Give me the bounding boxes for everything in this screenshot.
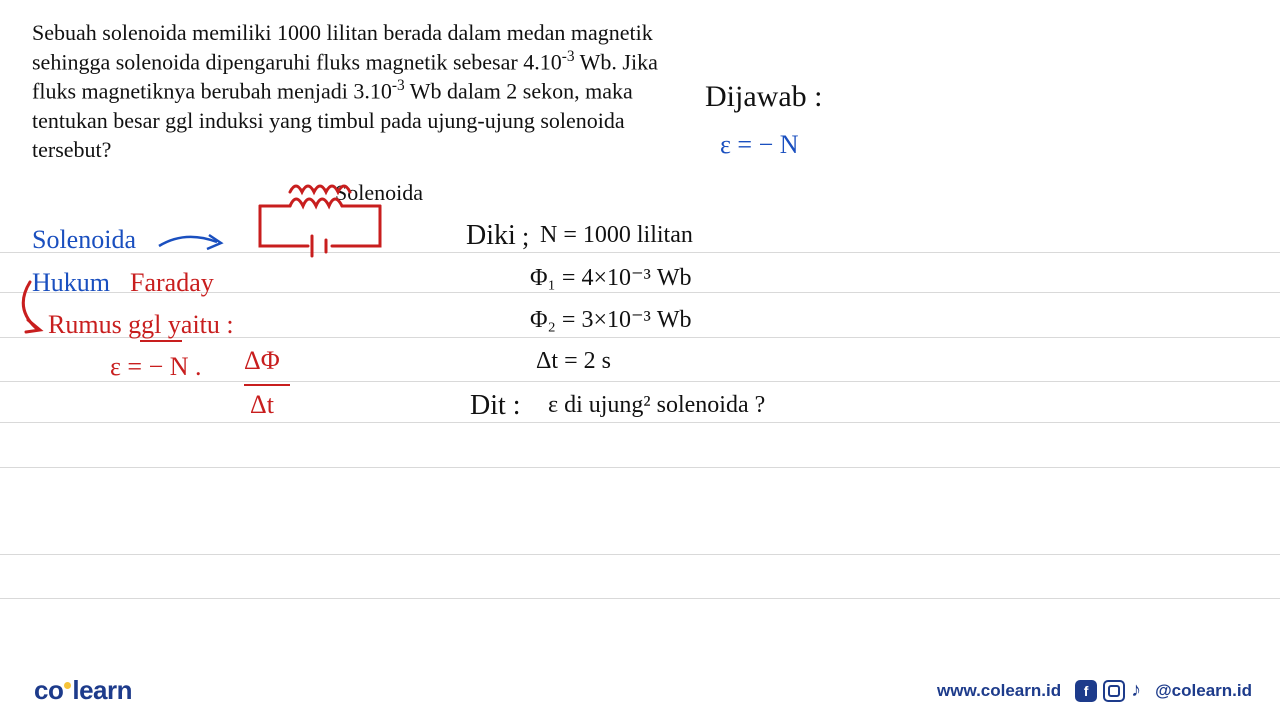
instagram-icon bbox=[1103, 680, 1125, 702]
tiktok-icon: ♪ bbox=[1131, 679, 1141, 702]
diki-n: N = 1000 lilitan bbox=[540, 222, 693, 249]
note-faraday: Faraday bbox=[130, 268, 214, 298]
problem-text: Sebuah solenoida memiliki 1000 lilitan b… bbox=[32, 18, 672, 164]
dit-question: ε di ujung² solenoida ? bbox=[548, 392, 765, 419]
facebook-icon: f bbox=[1075, 680, 1097, 702]
solenoid-circuit-icon bbox=[230, 182, 430, 272]
dit-label: Dit : bbox=[470, 390, 521, 422]
footer-handle: @colearn.id bbox=[1155, 681, 1252, 701]
page: Sebuah solenoida memiliki 1000 lilitan b… bbox=[0, 0, 1280, 720]
dijawab-eps: ε = − N bbox=[720, 130, 799, 160]
rule-line bbox=[0, 467, 1280, 468]
diki-semicolon: ; bbox=[522, 222, 529, 252]
diki-phi1: Φ₁ = 4×10⁻³ Wb bbox=[530, 263, 692, 292]
footer-url: www.colearn.id bbox=[937, 681, 1061, 701]
underline-ggl bbox=[140, 340, 182, 342]
logo-co: co bbox=[34, 675, 63, 705]
rule-line bbox=[0, 598, 1280, 599]
formula-lhs: ε = − N . bbox=[110, 352, 202, 382]
social-icons: f ♪ bbox=[1075, 679, 1141, 702]
formula-denominator: Δt bbox=[250, 390, 274, 420]
dijawab-title: Dijawab : bbox=[705, 80, 822, 114]
rule-line bbox=[0, 422, 1280, 423]
brand-logo: colearn bbox=[34, 675, 132, 706]
arrow-solenoida-icon bbox=[155, 228, 235, 258]
diki-phi2: Φ₂ = 3×10⁻³ Wb bbox=[530, 305, 692, 334]
footer-right: www.colearn.id f ♪ @colearn.id bbox=[937, 679, 1252, 702]
fraction-line bbox=[244, 384, 290, 386]
note-rumus: Rumus ggl yaitu : bbox=[48, 310, 234, 340]
logo-dot-icon bbox=[64, 682, 71, 689]
rule-line bbox=[0, 554, 1280, 555]
diki-label: Diki bbox=[466, 220, 516, 252]
note-solenoida: Solenoida bbox=[32, 225, 136, 255]
formula-numerator: ΔΦ bbox=[244, 346, 280, 376]
diki-dt: Δt = 2 s bbox=[536, 348, 611, 375]
logo-learn: learn bbox=[72, 675, 132, 705]
footer: colearn www.colearn.id f ♪ @colearn.id bbox=[34, 675, 1252, 706]
